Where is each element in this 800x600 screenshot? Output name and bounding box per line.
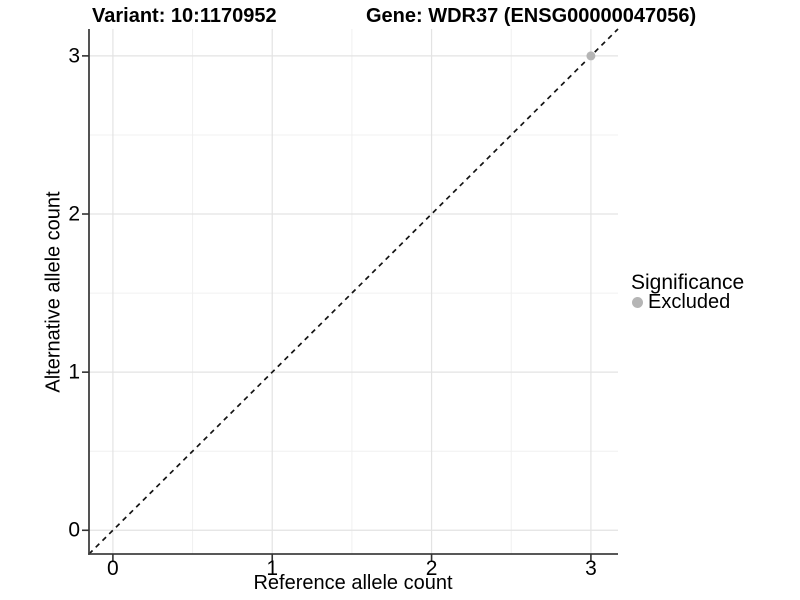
- legend-key-circle-icon: [632, 297, 643, 308]
- identity-line: [88, 28, 619, 555]
- x-tick-label: 3: [585, 557, 597, 580]
- y-axis-title: Alternative allele count: [42, 191, 65, 393]
- legend-label: Excluded: [648, 291, 731, 313]
- x-tick-label: 2: [425, 557, 438, 580]
- plot-title-variant: Variant: 10:1170952: [92, 5, 277, 27]
- y-tick-label: 0: [68, 518, 80, 542]
- plot-title-gene: Gene: WDR37 (ENSG00000047056): [366, 5, 697, 27]
- x-axis-title: Reference allele count: [253, 572, 453, 594]
- y-tick-label: 3: [68, 44, 80, 68]
- y-tick-label: 2: [68, 202, 80, 226]
- data-point-excluded: [586, 51, 596, 61]
- legend-title: Significance: [631, 271, 745, 294]
- y-tick-label: 1: [68, 360, 80, 384]
- x-tick-label: 1: [266, 557, 279, 580]
- x-tick-label: 0: [107, 557, 119, 580]
